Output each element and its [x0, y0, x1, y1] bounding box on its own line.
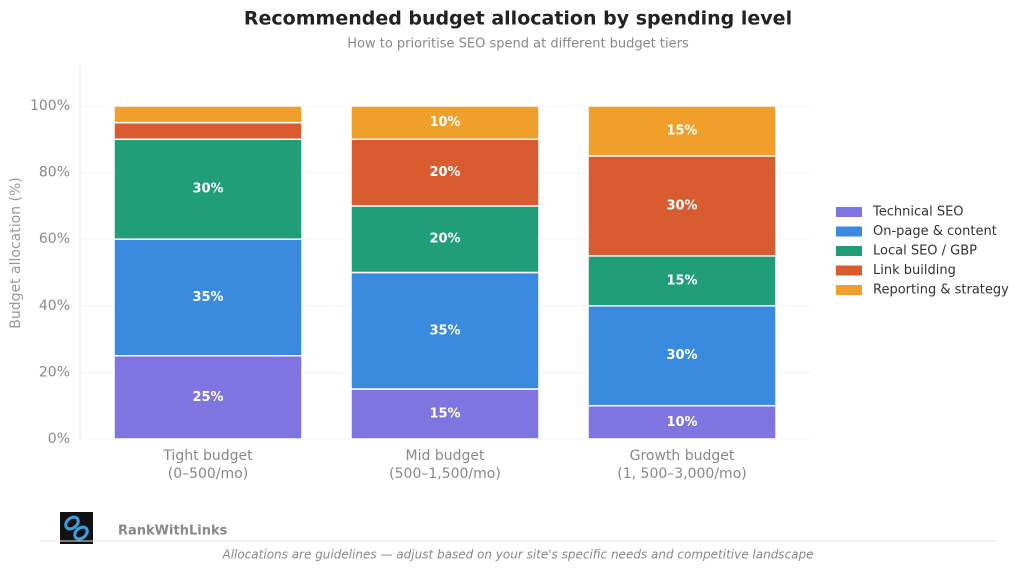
bar-segment — [587, 404, 777, 440]
legend-label: On-page & content — [873, 224, 997, 239]
bar-segment — [350, 105, 540, 141]
value-label: 10% — [666, 415, 697, 430]
y-tick-label: 80% — [39, 165, 70, 181]
legend-label: Local SEO / GBP — [873, 244, 977, 259]
legend-swatch — [836, 226, 862, 237]
value-label: 30% — [666, 198, 697, 213]
bar-segment — [113, 354, 303, 440]
chart-subtitle: How to prioritise SEO spend at different… — [347, 37, 689, 52]
footnote: Allocations are guidelines — adjust base… — [221, 548, 813, 562]
bar-segment — [350, 388, 540, 440]
value-label: 35% — [192, 290, 223, 305]
x-tick-label: Growth budget — [630, 448, 735, 464]
value-label: 10% — [429, 115, 460, 130]
x-tick-label: (0–500/mo) — [168, 466, 248, 482]
y-axis-label: Budget allocation (%) — [8, 177, 24, 329]
x-tick-label: Mid budget — [406, 448, 485, 464]
value-label: 35% — [429, 323, 460, 338]
legend-label: Technical SEO — [872, 205, 964, 220]
bar-segment — [113, 105, 303, 124]
legend-swatch — [836, 207, 862, 217]
legend-label: Reporting & strategy — [873, 283, 1009, 298]
y-tick-label: 100% — [30, 98, 70, 114]
bar-segment — [113, 138, 303, 240]
value-label: 20% — [429, 232, 460, 247]
bar-segment — [587, 255, 777, 307]
chart-title: Recommended budget allocation by spendin… — [244, 8, 792, 30]
legend-swatch — [836, 265, 862, 276]
brand: RankWithLinks — [118, 524, 228, 539]
legend-label: Link building — [873, 263, 956, 278]
y-tick-label: 40% — [39, 298, 70, 314]
value-label: 25% — [192, 390, 223, 405]
value-label: 20% — [429, 165, 460, 180]
y-tick-label: 0% — [48, 431, 70, 447]
y-tick-label: 60% — [39, 231, 70, 247]
bar-segment — [587, 155, 777, 257]
bar-segment — [350, 271, 540, 390]
legend-swatch — [836, 246, 862, 256]
value-label: 15% — [429, 407, 460, 422]
bar-segment — [113, 121, 303, 141]
legend-swatch — [836, 285, 862, 295]
value-label: 15% — [666, 273, 697, 288]
bar-segment — [350, 138, 540, 207]
x-tick-label: Tight budget — [162, 448, 253, 464]
bar-segment — [587, 105, 777, 157]
y-tick-label: 20% — [39, 364, 70, 380]
logo — [60, 512, 93, 544]
bar-segment — [350, 205, 540, 274]
x-tick-label: (500–1,500/mo) — [389, 466, 501, 482]
value-label: 15% — [666, 123, 697, 138]
value-label: 30% — [666, 348, 697, 363]
x-tick-label: (1, 500–3,000/mo) — [617, 466, 746, 482]
value-label: 30% — [192, 182, 223, 197]
bar-segment — [587, 305, 777, 407]
